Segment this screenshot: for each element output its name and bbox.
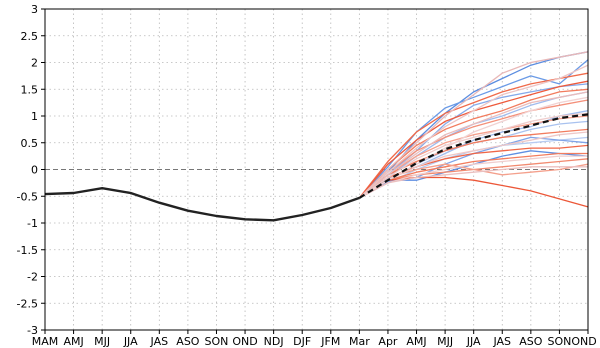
x-tick-label: ASO bbox=[519, 335, 543, 348]
ensemble-member-line-23 bbox=[358, 91, 589, 199]
ensemble-member-line-21 bbox=[358, 51, 589, 199]
ensemble-mean-polyline bbox=[358, 113, 589, 199]
x-tick-label: OND bbox=[571, 335, 596, 348]
x-tick-label: NDJ bbox=[264, 335, 284, 348]
x-tick-label: OND bbox=[232, 335, 257, 348]
y-tick-label: -0.5 bbox=[17, 190, 38, 203]
y-tick-label: 3 bbox=[31, 3, 38, 16]
y-tick-label: -3 bbox=[27, 324, 38, 337]
y-tick-label: -1 bbox=[27, 217, 38, 230]
ensemble-member-line-22 bbox=[358, 64, 589, 199]
x-tick-label: SON bbox=[205, 335, 229, 348]
y-tick-label: -2 bbox=[27, 271, 38, 284]
ensemble-member-line-19 bbox=[359, 176, 589, 208]
y-tick-label: -2.5 bbox=[17, 297, 38, 310]
grid-lines bbox=[45, 9, 588, 330]
x-tick-label: AMJ bbox=[406, 335, 426, 348]
x-tick-label: ASO bbox=[176, 335, 200, 348]
x-tick-label: AMJ bbox=[63, 335, 83, 348]
x-tick-label: MJJ bbox=[437, 335, 453, 348]
x-tick-label: JAS bbox=[492, 335, 511, 348]
x-tick-label: MJJ bbox=[94, 335, 110, 348]
x-tick-label: SON bbox=[547, 335, 571, 348]
y-tick-label: 0 bbox=[31, 164, 38, 177]
y-axis-ticks: -3 -2.5 -2 -1.5 -1 -0.5 0 0.5 1 1.5 2 2.5 3 bbox=[17, 3, 45, 337]
ensemble-member-line-14 bbox=[358, 115, 589, 199]
observed-polyline bbox=[44, 186, 360, 222]
x-tick-label: MAM bbox=[32, 335, 59, 348]
ensemble-member-line-17 bbox=[359, 152, 588, 199]
x-tick-label: JJA bbox=[123, 335, 138, 348]
y-tick-label: 0.5 bbox=[21, 137, 39, 150]
observed-line bbox=[44, 186, 360, 222]
ensemble-member-line-26 bbox=[359, 155, 588, 199]
ensemble-member-line-13 bbox=[358, 99, 589, 199]
y-tick-label: 2 bbox=[31, 57, 38, 70]
ensemble-mean-line bbox=[358, 113, 589, 199]
x-tick-label: JJA bbox=[466, 335, 481, 348]
y-tick-label: 1.5 bbox=[21, 83, 39, 96]
x-axis-ticks: MAM AMJ MJJ JJA JAS ASO SON OND NDJ DJF JFM Mar Apr A… bbox=[32, 330, 597, 348]
ensemble-member-line-27 bbox=[359, 166, 588, 199]
y-tick-label: -1.5 bbox=[17, 244, 38, 257]
ensemble-member-line-10 bbox=[358, 72, 589, 199]
y-tick-label: 1 bbox=[31, 110, 38, 123]
x-tick-label: Mar bbox=[349, 335, 370, 348]
x-tick-label: DJF bbox=[293, 335, 311, 348]
ensemble-member-lines bbox=[358, 51, 589, 208]
x-tick-label: Apr bbox=[378, 335, 398, 348]
ensemble-member-line-24 bbox=[359, 112, 589, 199]
x-tick-label: JAS bbox=[150, 335, 169, 348]
ensemble-member-line-15 bbox=[358, 128, 589, 199]
ensemble-member-line-3 bbox=[358, 83, 589, 199]
x-tick-label: JFM bbox=[320, 335, 340, 348]
y-tick-label: 2.5 bbox=[21, 30, 39, 43]
